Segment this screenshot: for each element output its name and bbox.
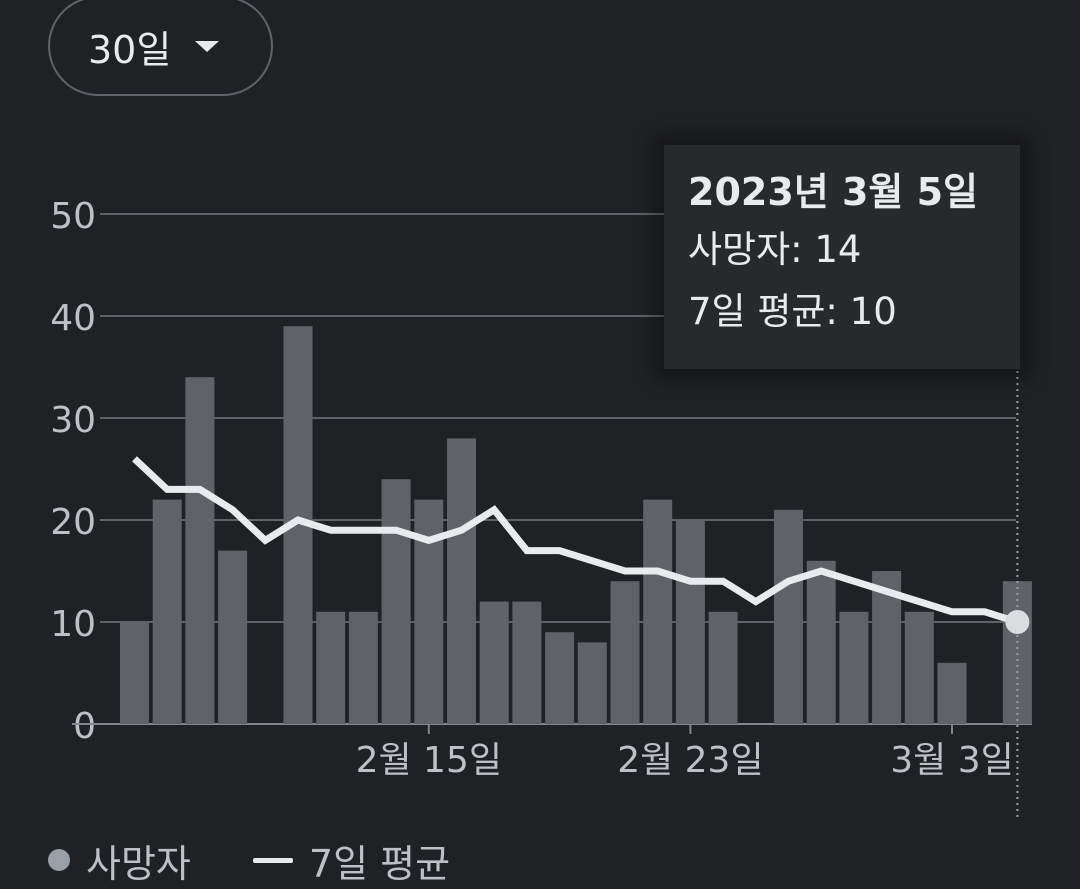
bar (512, 601, 542, 724)
bar (643, 499, 673, 724)
bar (120, 622, 149, 724)
y-tick-label: 30 (50, 400, 96, 441)
bar (610, 581, 640, 724)
average-line (132, 456, 1019, 626)
bar (937, 662, 967, 724)
bar (218, 550, 248, 724)
caret-down-icon (195, 40, 220, 52)
bar (447, 438, 476, 724)
y-tick-label: 10 (50, 604, 96, 645)
bar (414, 499, 444, 724)
range-dropdown[interactable]: 30일 (48, 0, 273, 96)
y-tick-label: 20 (50, 502, 96, 543)
bar (479, 601, 509, 724)
bar (185, 377, 215, 724)
bar (675, 520, 705, 724)
bar (708, 611, 738, 724)
bar (316, 611, 346, 724)
tooltip-deaths: 사망자: 14 (688, 228, 862, 271)
range-dropdown-label: 30일 (88, 27, 172, 72)
x-tick-label: 2월 15일 (356, 740, 502, 781)
tooltip-date: 2023년 3월 5일 (688, 170, 978, 214)
x-tick-label: 3월 3일 (890, 740, 1014, 781)
highlight-point (1005, 610, 1030, 634)
bar (839, 611, 869, 724)
bar (381, 479, 411, 724)
y-tick-label: 40 (50, 298, 96, 339)
legend-deaths-label: 사망자 (86, 841, 191, 886)
bar (577, 642, 607, 724)
chart-tooltip: 2023년 3월 5일 사망자: 14 7일 평균: 10 (664, 145, 1020, 369)
bar (904, 611, 934, 724)
legend-average-label: 7일 평균 (308, 841, 451, 886)
y-tick-label: 0 (73, 706, 96, 747)
bar (774, 509, 803, 724)
bar (152, 499, 182, 724)
bar (545, 632, 575, 724)
legend-average-marker (252, 857, 293, 863)
bar (348, 611, 378, 724)
x-tick-label: 2월 23일 (617, 740, 763, 781)
tooltip-average: 7일 평균: 10 (688, 290, 897, 333)
bar (806, 560, 836, 724)
legend-deaths-marker (48, 849, 70, 871)
chart-legend: 사망자 7일 평균 (48, 832, 450, 888)
y-tick-label: 50 (50, 196, 96, 237)
